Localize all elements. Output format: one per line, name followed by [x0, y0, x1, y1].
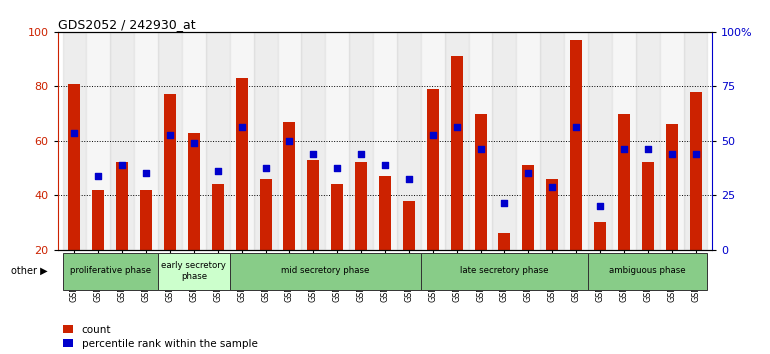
Point: [69, 130, 81, 135]
Bar: [493, 32, 517, 250]
Bar: [570, 40, 582, 250]
Bar: [546, 179, 558, 250]
Point: [594, 203, 606, 209]
Bar: [355, 162, 367, 250]
Point: [665, 152, 678, 157]
Bar: [421, 32, 445, 250]
Point: [379, 162, 391, 168]
Point: [618, 146, 630, 152]
Point: [236, 124, 248, 130]
Point: [570, 124, 582, 130]
Bar: [379, 176, 391, 250]
Point: [116, 162, 129, 168]
Bar: [69, 84, 80, 250]
Bar: [690, 92, 701, 250]
Bar: [397, 32, 421, 250]
Bar: [283, 122, 296, 250]
Point: [259, 165, 272, 171]
Bar: [666, 124, 678, 250]
Bar: [134, 32, 158, 250]
Bar: [450, 56, 463, 250]
Bar: [636, 32, 660, 250]
Point: [92, 173, 105, 179]
Bar: [62, 253, 158, 290]
Bar: [445, 32, 469, 250]
Point: [188, 141, 200, 146]
Text: late secretory phase: late secretory phase: [460, 266, 549, 275]
Bar: [469, 32, 493, 250]
Point: [331, 165, 343, 171]
Bar: [421, 253, 588, 290]
Text: GDS2052 / 242930_at: GDS2052 / 242930_at: [58, 18, 196, 31]
Point: [212, 168, 224, 173]
Point: [307, 152, 320, 157]
Point: [283, 138, 296, 144]
Bar: [212, 184, 224, 250]
Legend: count, percentile rank within the sample: count, percentile rank within the sample: [63, 325, 258, 349]
Bar: [188, 132, 200, 250]
Bar: [182, 32, 206, 250]
Text: ambiguous phase: ambiguous phase: [609, 266, 686, 275]
Bar: [331, 184, 343, 250]
Text: proliferative phase: proliferative phase: [70, 266, 151, 275]
Point: [522, 171, 534, 176]
Bar: [373, 32, 397, 250]
Point: [403, 176, 415, 182]
Text: early secretory
phase: early secretory phase: [162, 261, 226, 281]
Point: [689, 152, 701, 157]
Text: other ▶: other ▶: [11, 266, 48, 276]
Point: [355, 152, 367, 157]
Bar: [307, 160, 320, 250]
Bar: [229, 32, 253, 250]
Bar: [474, 114, 487, 250]
Bar: [277, 32, 301, 250]
Bar: [541, 32, 564, 250]
Bar: [92, 190, 104, 250]
Point: [498, 200, 511, 206]
Bar: [158, 253, 229, 290]
Bar: [588, 253, 708, 290]
Bar: [140, 190, 152, 250]
Bar: [564, 32, 588, 250]
Bar: [612, 32, 636, 250]
Bar: [522, 165, 534, 250]
Point: [641, 146, 654, 152]
Bar: [116, 162, 129, 250]
Bar: [110, 32, 134, 250]
Bar: [498, 233, 511, 250]
Point: [140, 171, 152, 176]
Bar: [206, 32, 229, 250]
Bar: [618, 114, 630, 250]
Point: [546, 184, 558, 190]
Bar: [684, 32, 708, 250]
Bar: [253, 32, 277, 250]
Bar: [259, 179, 272, 250]
Bar: [427, 89, 439, 250]
Bar: [158, 32, 182, 250]
Point: [427, 132, 439, 138]
Point: [450, 124, 463, 130]
Bar: [660, 32, 684, 250]
Bar: [641, 162, 654, 250]
Bar: [301, 32, 325, 250]
Bar: [349, 32, 373, 250]
Bar: [62, 32, 86, 250]
Bar: [86, 32, 110, 250]
Bar: [403, 201, 415, 250]
Bar: [588, 32, 612, 250]
Bar: [594, 222, 606, 250]
Bar: [325, 32, 349, 250]
Bar: [164, 95, 176, 250]
Point: [164, 132, 176, 138]
Bar: [517, 32, 541, 250]
Bar: [229, 253, 421, 290]
Bar: [236, 78, 248, 250]
Point: [474, 146, 487, 152]
Text: mid secretory phase: mid secretory phase: [281, 266, 370, 275]
